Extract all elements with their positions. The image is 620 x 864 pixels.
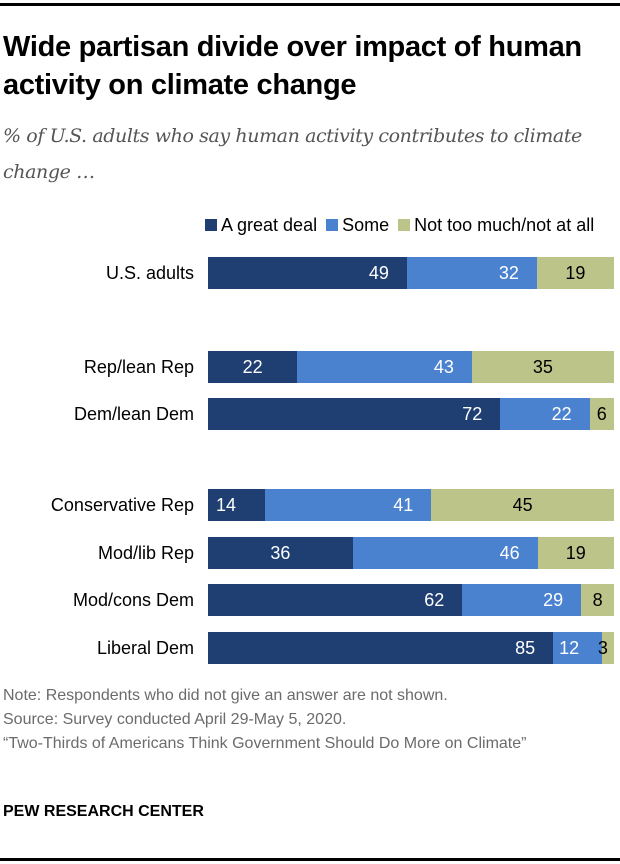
category-label: U.S. adults [105, 263, 194, 283]
data-label: 46 [499, 543, 520, 563]
bar-segment: 19 [537, 537, 614, 569]
data-label: 45 [512, 495, 533, 515]
legend: A great deal Some Not too much/not at al… [205, 212, 603, 238]
data-label: 12 [559, 638, 580, 658]
bar-segment: 62 [208, 584, 463, 616]
legend-swatch-some [326, 219, 339, 231]
data-label: 43 [433, 357, 454, 377]
data-label: 36 [270, 543, 291, 563]
chart-title: Wide partisan divide over impact of huma… [3, 31, 582, 101]
bar-row: 49 32 19 [208, 257, 614, 289]
bar-segment: 41 [264, 489, 432, 521]
data-label: 32 [498, 263, 519, 283]
bar-segment: 43 [297, 351, 472, 383]
legend-label-not-too-much: Not too much/not at all [414, 214, 595, 235]
data-label: 29 [543, 590, 564, 610]
report-title: “Two-Thirds of Americans Think Governmen… [3, 735, 527, 752]
source-text: Source: Survey conducted April 29-May 5,… [3, 711, 347, 728]
data-label: 19 [565, 263, 586, 283]
bar-segment: 8 [581, 584, 614, 616]
bar-segment: 6 [589, 398, 614, 430]
bar-segment: 85 [208, 632, 554, 664]
bar-segment: 19 [536, 257, 614, 289]
category-label: Conservative Rep [50, 495, 194, 515]
bar-row: 14 41 45 [208, 489, 614, 521]
note-text: Note: Respondents who did not give an an… [3, 687, 448, 704]
data-label: 85 [515, 638, 536, 658]
data-label: 6 [596, 404, 607, 424]
category-label: Liberal Dem [96, 638, 194, 658]
data-label: 19 [565, 543, 586, 563]
bar-row: 62 29 8 [208, 584, 614, 616]
legend-item-not-too-much: Not too much/not at all [398, 215, 594, 236]
bar-segment: 46 [352, 537, 538, 569]
category-label: Mod/lib Rep [97, 543, 194, 563]
data-label: 41 [393, 495, 414, 515]
data-label: 22 [551, 404, 572, 424]
category-label: Rep/lean Rep [83, 357, 194, 377]
bar-row: 36 46 19 [208, 537, 614, 569]
bar-segment: 35 [471, 351, 614, 383]
data-label: 72 [462, 404, 483, 424]
chart-subtitle: % of U.S. adults who say human activity … [3, 125, 582, 183]
legend-swatch-not-too-much [398, 219, 411, 231]
bar-segment: 32 [406, 257, 537, 289]
bottom-rule [0, 858, 620, 861]
data-label: 22 [242, 357, 263, 377]
bar-segment: 49 [208, 257, 407, 289]
data-label: 62 [424, 590, 445, 610]
bar-segment: 22 [500, 398, 590, 430]
top-rule [0, 3, 620, 6]
data-label: 49 [368, 263, 389, 283]
data-label: 3 [597, 638, 608, 658]
bar-segment: 45 [431, 489, 614, 521]
bar-segment: 3 [598, 632, 614, 664]
bar-segment: 72 [208, 398, 501, 430]
legend-item-some: Some [326, 215, 389, 236]
category-label: Dem/lean Dem [73, 404, 194, 424]
bar-segment: 22 [208, 351, 298, 383]
category-label: Mod/cons Dem [72, 590, 194, 610]
brand-label: PEW RESEARCH CENTER [3, 803, 204, 820]
legend-label-some: Some [342, 214, 390, 235]
legend-item-great-deal: A great deal [205, 215, 317, 236]
bar-segment: 36 [208, 537, 353, 569]
bar-row: 22 43 35 [208, 351, 614, 383]
bar-segment: 14 [208, 489, 265, 521]
data-label: 8 [592, 590, 603, 610]
legend-label-great-deal: A great deal [221, 214, 318, 235]
data-label: 35 [532, 357, 553, 377]
bar-segment: 29 [462, 584, 582, 616]
bar-row: 72 22 6 [208, 398, 614, 430]
bar-segment: 12 [553, 632, 602, 664]
data-label: 14 [216, 495, 237, 515]
legend-swatch-great-deal [205, 219, 217, 231]
bar-row: 85 12 3 [208, 632, 614, 664]
notes: Note: Respondents who did not give an an… [3, 684, 613, 756]
